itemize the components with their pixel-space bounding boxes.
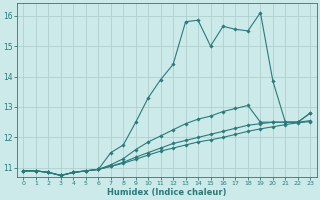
X-axis label: Humidex (Indice chaleur): Humidex (Indice chaleur) bbox=[107, 188, 227, 197]
